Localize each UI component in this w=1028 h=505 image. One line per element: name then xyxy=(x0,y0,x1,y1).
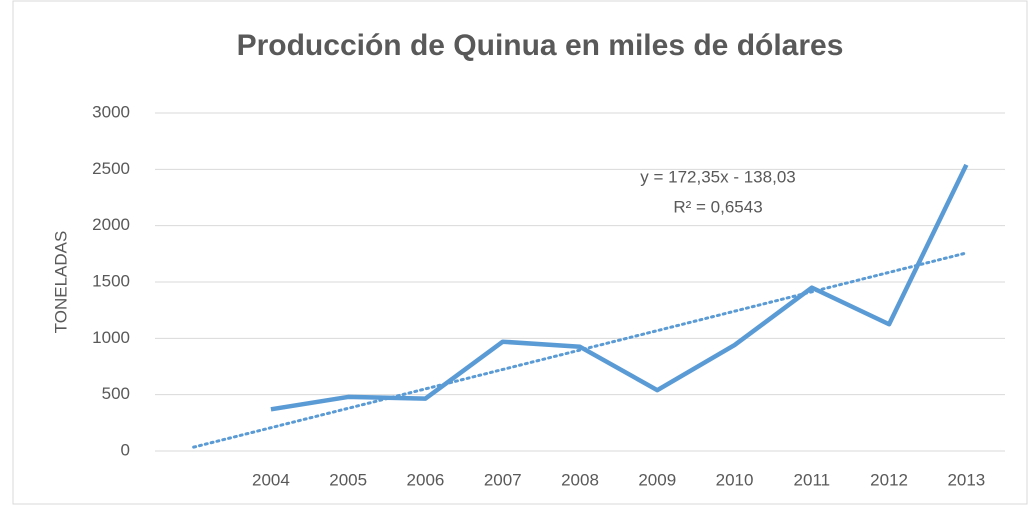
trendline xyxy=(192,251,968,449)
x-tick-label: 2009 xyxy=(638,470,676,489)
y-tick-label: 3000 xyxy=(92,102,130,121)
y-axis-title: TONELADAS xyxy=(51,231,70,334)
x-tick-label: 2005 xyxy=(329,470,367,489)
trend-r2: R² = 0,6543 xyxy=(673,197,762,216)
y-tick-label: 2500 xyxy=(92,159,130,178)
x-tick-label: 2004 xyxy=(252,470,290,489)
y-tick-label: 0 xyxy=(121,440,130,459)
trend-equation: y = 172,35x - 138,03 xyxy=(640,167,795,186)
x-tick-label: 2008 xyxy=(561,470,599,489)
chart-title: Producción de Quinua en miles de dólares xyxy=(237,29,844,62)
y-tick-label: 500 xyxy=(102,384,130,403)
x-tick-label: 2010 xyxy=(716,470,754,489)
y-tick-label: 2000 xyxy=(92,215,130,234)
y-tick-label: 1000 xyxy=(92,328,130,347)
y-tick-label: 1500 xyxy=(92,271,130,290)
x-tick-label: 2011 xyxy=(794,470,831,489)
x-tick-label: 2006 xyxy=(407,470,445,489)
x-tick-label: 2012 xyxy=(870,470,908,489)
chart-frame xyxy=(12,0,1028,505)
x-tick-label: 2013 xyxy=(947,470,985,489)
data-line xyxy=(270,163,969,412)
x-tick-label: 2007 xyxy=(484,470,522,489)
